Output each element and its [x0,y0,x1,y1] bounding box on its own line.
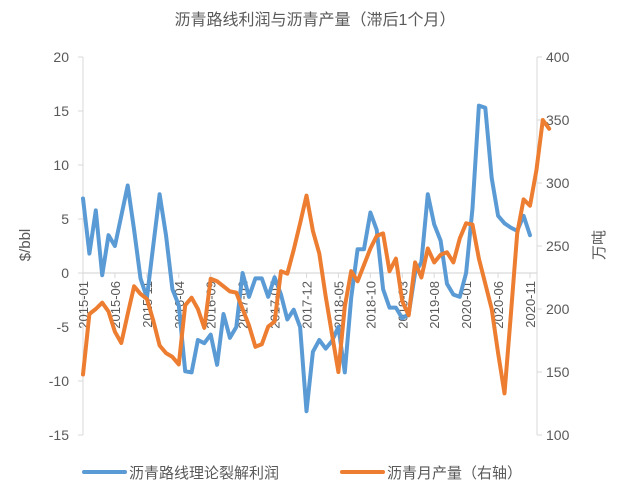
left-tick-label: 15 [53,103,69,119]
chart-title: 沥青路线利润与沥青产量（滞后1个月） [175,11,456,29]
right-tick-label: 200 [546,301,570,317]
right-tick-label: 250 [546,238,570,254]
legend-item-production[interactable]: 沥青月产量（右轴） [340,465,522,482]
left-tick-label: -15 [49,427,69,443]
right-tick-label: 350 [546,112,570,128]
left-tick-label: -10 [49,373,69,389]
right-tick-label: 300 [546,175,570,191]
right-tick-label: 100 [546,427,570,443]
x-tick-label: 2018-10 [363,281,378,329]
x-tick-label: 2017-12 [300,281,315,329]
right-tick-label: 400 [546,49,570,65]
profit-line [81,103,532,414]
left-axis-label: $/bbl [17,229,34,262]
right-tick-label: 150 [546,364,570,380]
right-axis-label: 万吨 [591,230,608,260]
legend-item-profit[interactable]: 沥青路线理论裂解利润 [82,465,279,482]
production-line [81,118,552,396]
legend: 沥青路线理论裂解利润 沥青月产量（右轴） [82,465,522,482]
left-y-axis: 20 15 10 5 0 -5 -10 -15 [49,49,84,443]
left-tick-label: 5 [61,211,69,227]
x-axis: 2015-01 2015-06 2015-11 2016-04 2016-09 2017-… [76,272,538,329]
legend-label-production: 沥青月产量（右轴） [387,465,522,482]
right-y-axis: 400 350 300 250 200 150 100 [536,49,570,443]
left-tick-label: 20 [53,49,69,65]
x-tick-label: 2020-11 [523,281,538,328]
left-tick-label: -5 [57,319,70,335]
left-tick-label: 10 [53,157,69,173]
plot-area [81,103,552,414]
legend-label-profit: 沥青路线理论裂解利润 [129,465,279,482]
x-tick-label: 2019-08 [427,281,442,329]
left-tick-label: 0 [61,265,69,281]
